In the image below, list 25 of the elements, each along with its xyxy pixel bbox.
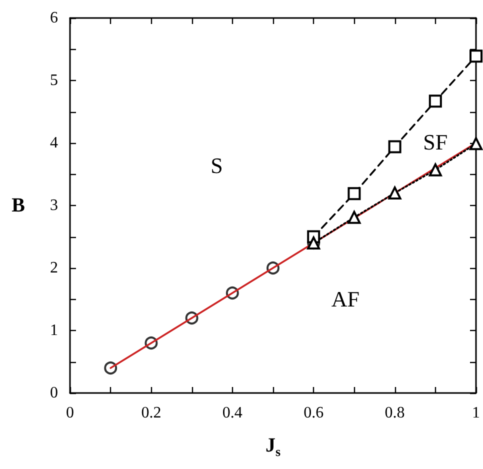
y-tick-label: 4 <box>50 134 58 152</box>
annotation: S <box>210 152 223 178</box>
point <box>388 140 402 154</box>
annotation: AF <box>331 286 360 312</box>
point <box>428 163 442 176</box>
point <box>348 187 361 200</box>
x-tick-label: 0.4 <box>222 404 242 422</box>
point <box>470 137 482 150</box>
y-tick-label: 6 <box>50 10 58 26</box>
y-tick-label: 1 <box>50 322 58 339</box>
x-tick-label: 1 <box>472 404 480 422</box>
y-axis-title: B <box>12 194 25 216</box>
y-tick-label: 3 <box>50 197 58 214</box>
y-tick-label: 0 <box>50 384 58 402</box>
point <box>470 50 482 63</box>
y-tick-label: 2 <box>50 260 58 276</box>
y-tick-label: 5 <box>50 72 58 89</box>
x-tick-label: 0 <box>66 404 74 422</box>
point <box>428 94 442 108</box>
point <box>388 186 402 200</box>
point <box>348 210 361 224</box>
x-tick-label: 0.8 <box>384 404 405 422</box>
x-tick-label: 0.2 <box>141 404 162 422</box>
x-tick-label: 0.6 <box>304 404 324 422</box>
annotation: SF <box>423 130 448 155</box>
